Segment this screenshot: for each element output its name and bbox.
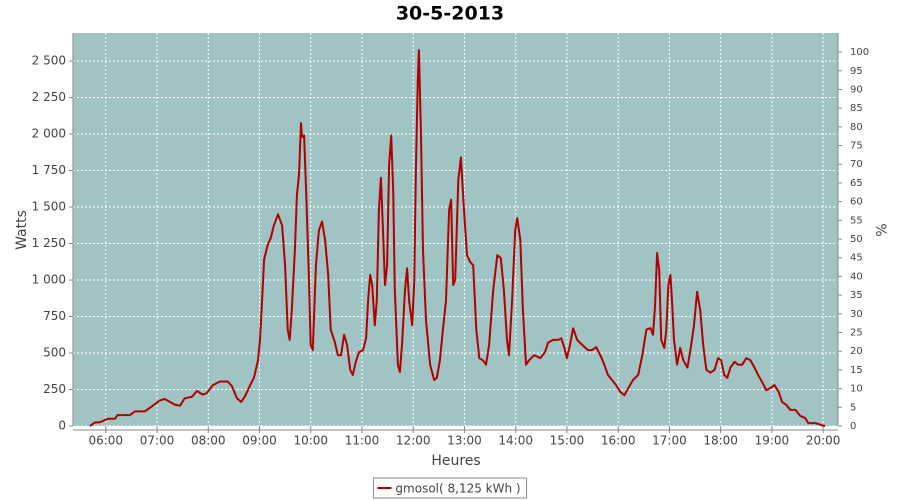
y2-axis-title: %: [872, 223, 888, 236]
y-tick-label: 2 000: [32, 127, 66, 141]
y2-tick-label: 10: [850, 384, 863, 395]
y2-tick-label: 70: [850, 159, 863, 170]
y2-tick-label: 55: [850, 215, 863, 226]
y2-tick-label: 50: [850, 234, 863, 245]
y-tick-label: 250: [43, 382, 66, 396]
y2-tick-label: 100: [850, 47, 869, 58]
x-tick-label: 10:00: [293, 434, 328, 448]
y-tick-label: 1 500: [32, 200, 66, 214]
x-tick-label: 09:00: [242, 434, 277, 448]
legend-box: [372, 477, 528, 499]
y2-tick-label: 90: [850, 84, 863, 95]
x-tick-label: 07:00: [140, 434, 175, 448]
x-tick-label: 17:00: [652, 434, 687, 448]
y2-tick-label: 80: [850, 122, 863, 133]
y2-tick-label: 40: [850, 271, 863, 282]
chart-title: 30-5-2013: [396, 3, 504, 25]
x-tick-label: 06:00: [88, 434, 123, 448]
y2-tick-label: 45: [850, 253, 863, 264]
x-tick-label: 13:00: [447, 434, 482, 448]
y2-tick-label: 35: [850, 290, 863, 301]
y2-tick-label: 75: [850, 141, 863, 152]
y-tick-label: 0: [58, 419, 66, 433]
y-tick-label: 1 000: [32, 273, 66, 287]
y-tick-label: 2 250: [32, 90, 66, 104]
plot-area: [73, 33, 838, 426]
x-tick-label: 12:00: [396, 434, 431, 448]
x-tick-label: 14:00: [498, 434, 533, 448]
y2-tick-label: 5: [850, 402, 856, 413]
y-tick-label: 750: [43, 309, 66, 323]
x-tick-label: 18:00: [703, 434, 738, 448]
y2-tick-label: 65: [850, 178, 863, 189]
x-tick-label: 11:00: [345, 434, 380, 448]
legend-label: gmosol( 8,125 kWh ): [395, 482, 520, 496]
x-tick-label: 08:00: [191, 434, 226, 448]
y2-tick-label: 30: [850, 309, 863, 320]
y-tick-label: 1 750: [32, 163, 66, 177]
y-axis-title: Watts: [14, 210, 30, 250]
data-line: [89, 49, 826, 427]
x-axis-title: Heures: [431, 453, 480, 469]
y-tick-label: 2 500: [32, 54, 66, 68]
y2-tick-label: 85: [850, 103, 863, 114]
y2-tick-label: 0: [850, 421, 856, 432]
y2-tick-label: 95: [850, 66, 863, 77]
x-tick-label: 16:00: [601, 434, 636, 448]
x-tick-label: 20:00: [806, 434, 841, 448]
y-tick-label: 1 250: [32, 236, 66, 250]
y2-tick-label: 15: [850, 365, 863, 376]
y2-tick-label: 60: [850, 197, 863, 208]
y-tick-label: 500: [43, 346, 66, 360]
x-tick-label: 19:00: [755, 434, 790, 448]
y2-tick-label: 20: [850, 346, 863, 357]
y2-tick-label: 25: [850, 328, 863, 339]
x-tick-label: 15:00: [550, 434, 585, 448]
